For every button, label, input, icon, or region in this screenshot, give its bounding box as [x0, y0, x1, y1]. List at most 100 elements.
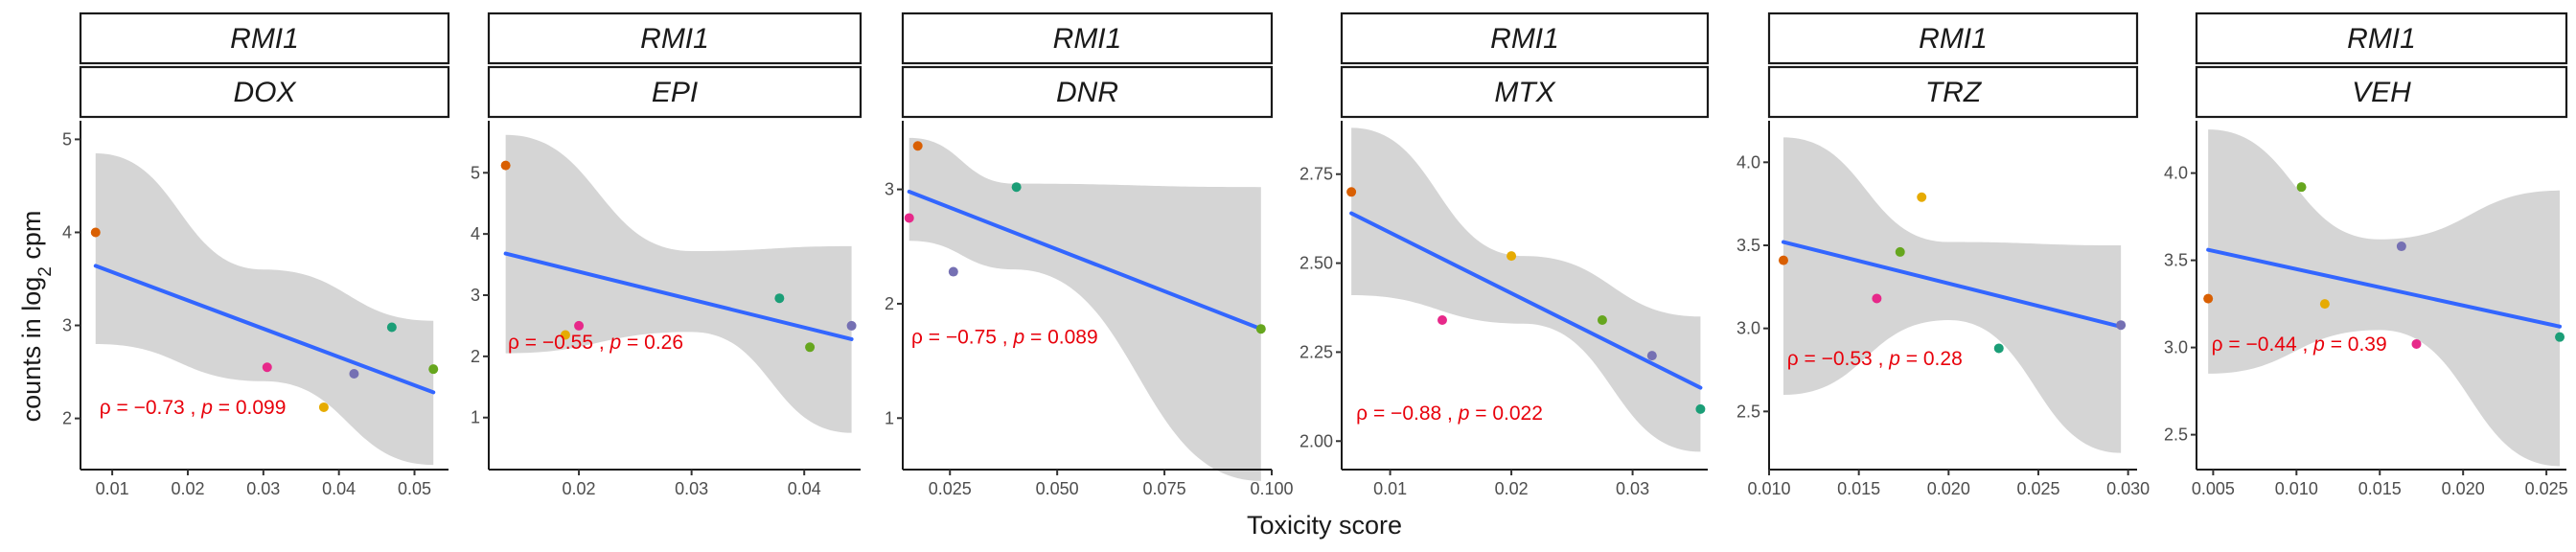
y-tick-label: 2.25: [1300, 342, 1333, 361]
strip-drug-label: DOX: [233, 77, 296, 108]
data-point: [2396, 242, 2406, 252]
data-point: [428, 364, 439, 375]
y-tick-label: 4: [62, 222, 72, 242]
panel-epi: RMI1 EPI ρ = −0.55 , p = 0.26 1 2 3 4 5 0.02 0.03…: [471, 12, 862, 498]
data-point: [1646, 351, 1657, 361]
data-point: [774, 293, 785, 304]
data-point: [90, 227, 101, 238]
data-point: [2319, 299, 2330, 310]
x-tick-label: 0.03: [246, 479, 280, 498]
correlation-annotation: ρ = −0.55 , p = 0.26: [508, 332, 683, 354]
x-tick-label: 0.075: [1143, 479, 1186, 498]
strip-drug-box: [1340, 65, 1710, 119]
p-value: = 0.26: [621, 332, 683, 354]
strip-gene-box: [1340, 12, 1710, 65]
y-tick-label: 5: [471, 163, 480, 182]
y-axis-title-main: counts in log: [17, 277, 46, 423]
regression-line: [2206, 247, 2563, 329]
p-symbol: p: [1888, 348, 1900, 370]
x-axis-title: Toxicity score: [1247, 511, 1402, 540]
strip-gene-box: [1767, 12, 2139, 65]
x-tick-label: 0.02: [1495, 479, 1529, 498]
y-tick-label: 1: [471, 408, 480, 427]
y-tick-label: 3: [885, 180, 894, 199]
rho-value: ρ = −0.55 ,: [508, 332, 610, 354]
data-point: [2203, 293, 2214, 304]
data-point: [262, 362, 272, 373]
strip-gene-box: [901, 12, 1274, 65]
y-tick-label: 2.50: [1300, 254, 1333, 273]
strip-gene-label: RMI1: [1053, 23, 1122, 55]
p-symbol: p: [200, 397, 213, 419]
data-point: [318, 402, 329, 412]
data-point: [1255, 324, 1266, 334]
x-tick-label: 0.100: [1250, 479, 1293, 498]
strip-drug-label: TRZ: [1925, 77, 1983, 108]
panel-veh: RMI1 VEH ρ = −0.44 , p = 0.39 2.5 3.0 3.5 4.0 0…: [2164, 12, 2568, 498]
correlation-annotation: ρ = −0.75 , p = 0.089: [911, 327, 1098, 349]
strip-drug-label: VEH: [2352, 77, 2411, 108]
data-point: [1011, 182, 1022, 193]
x-tick-label: 0.05: [398, 479, 431, 498]
strip-gene-label: RMI1: [230, 23, 299, 55]
y-tick-label: 2: [885, 294, 894, 313]
confidence-band: [1782, 137, 2122, 453]
data-point: [1917, 192, 1927, 202]
strip-drug-label: MTX: [1494, 77, 1555, 108]
strip-drug-label: DNR: [1056, 77, 1118, 108]
p-symbol: p: [1012, 327, 1024, 349]
x-tick-label: 0.030: [2106, 479, 2150, 498]
x-tick-label: 0.015: [2358, 479, 2402, 498]
y-tick-label: 4.0: [2164, 164, 2188, 183]
y-tick-label: 2: [471, 347, 480, 366]
p-value: = 0.089: [1024, 327, 1097, 349]
data-point: [1346, 187, 1357, 197]
x-tick-label: 0.01: [96, 479, 129, 498]
y-tick-label: 3.0: [1736, 319, 1760, 338]
data-point: [2116, 320, 2127, 331]
data-point: [349, 369, 359, 380]
y-tick-label: 3: [62, 316, 72, 335]
y-axis-title: counts in log2 cpm: [17, 211, 56, 423]
data-point: [1778, 255, 1788, 265]
y-axis-title-suffix: cpm: [17, 211, 46, 267]
x-tick-label: 0.025: [2525, 479, 2568, 498]
data-point: [1872, 293, 1882, 304]
x-tick-label: 0.020: [2442, 479, 2485, 498]
x-tick-label: 0.015: [1837, 479, 1880, 498]
x-tick-label: 0.01: [1373, 479, 1407, 498]
data-point: [2555, 332, 2565, 342]
p-value: = 0.099: [213, 397, 286, 419]
data-point: [560, 330, 570, 340]
y-tick-label: 2.00: [1300, 431, 1333, 450]
correlation-annotation: ρ = −0.53 , p = 0.28: [1787, 348, 1963, 370]
x-tick-label: 0.04: [788, 479, 821, 498]
facet-panels: RMI1 DOX ρ = −0.73 , p = 0.099 2 3 4 5 0.01 0.02…: [62, 12, 2568, 498]
strip-drug-box: [901, 65, 1274, 119]
x-tick-label: 0.02: [563, 479, 596, 498]
data-point: [2296, 182, 2307, 193]
data-point: [1597, 315, 1607, 325]
panel-dox: RMI1 DOX ρ = −0.73 , p = 0.099 2 3 4 5 0.01 0.02…: [62, 12, 450, 498]
data-point: [1506, 251, 1517, 262]
y-tick-label: 4.0: [1736, 152, 1760, 172]
data-point: [1695, 403, 1706, 414]
correlation-annotation: ρ = −0.44 , p = 0.39: [2212, 334, 2387, 356]
data-point: [1895, 246, 1905, 257]
rho-value: ρ = −0.53 ,: [1787, 348, 1890, 370]
p-value: = 0.022: [1469, 402, 1542, 425]
confidence-band: [95, 152, 434, 466]
regression-line: [907, 189, 1263, 332]
data-point: [904, 213, 914, 223]
data-point: [500, 160, 511, 171]
y-tick-label: 2.5: [2164, 426, 2188, 445]
y-tick-label: 2: [62, 409, 72, 428]
p-value: = 0.39: [2325, 334, 2387, 356]
correlation-annotation: ρ = −0.73 , p = 0.099: [100, 397, 287, 419]
x-tick-label: 0.005: [2192, 479, 2235, 498]
panel-trz: RMI1 TRZ ρ = −0.53 , p = 0.28 2.5 3.0 3.5 4.0 0…: [1736, 12, 2150, 498]
x-tick-label: 0.010: [1747, 479, 1790, 498]
strip-gene-label: RMI1: [1490, 23, 1559, 55]
data-point: [1437, 315, 1447, 325]
strip-drug-label: EPI: [652, 77, 698, 108]
